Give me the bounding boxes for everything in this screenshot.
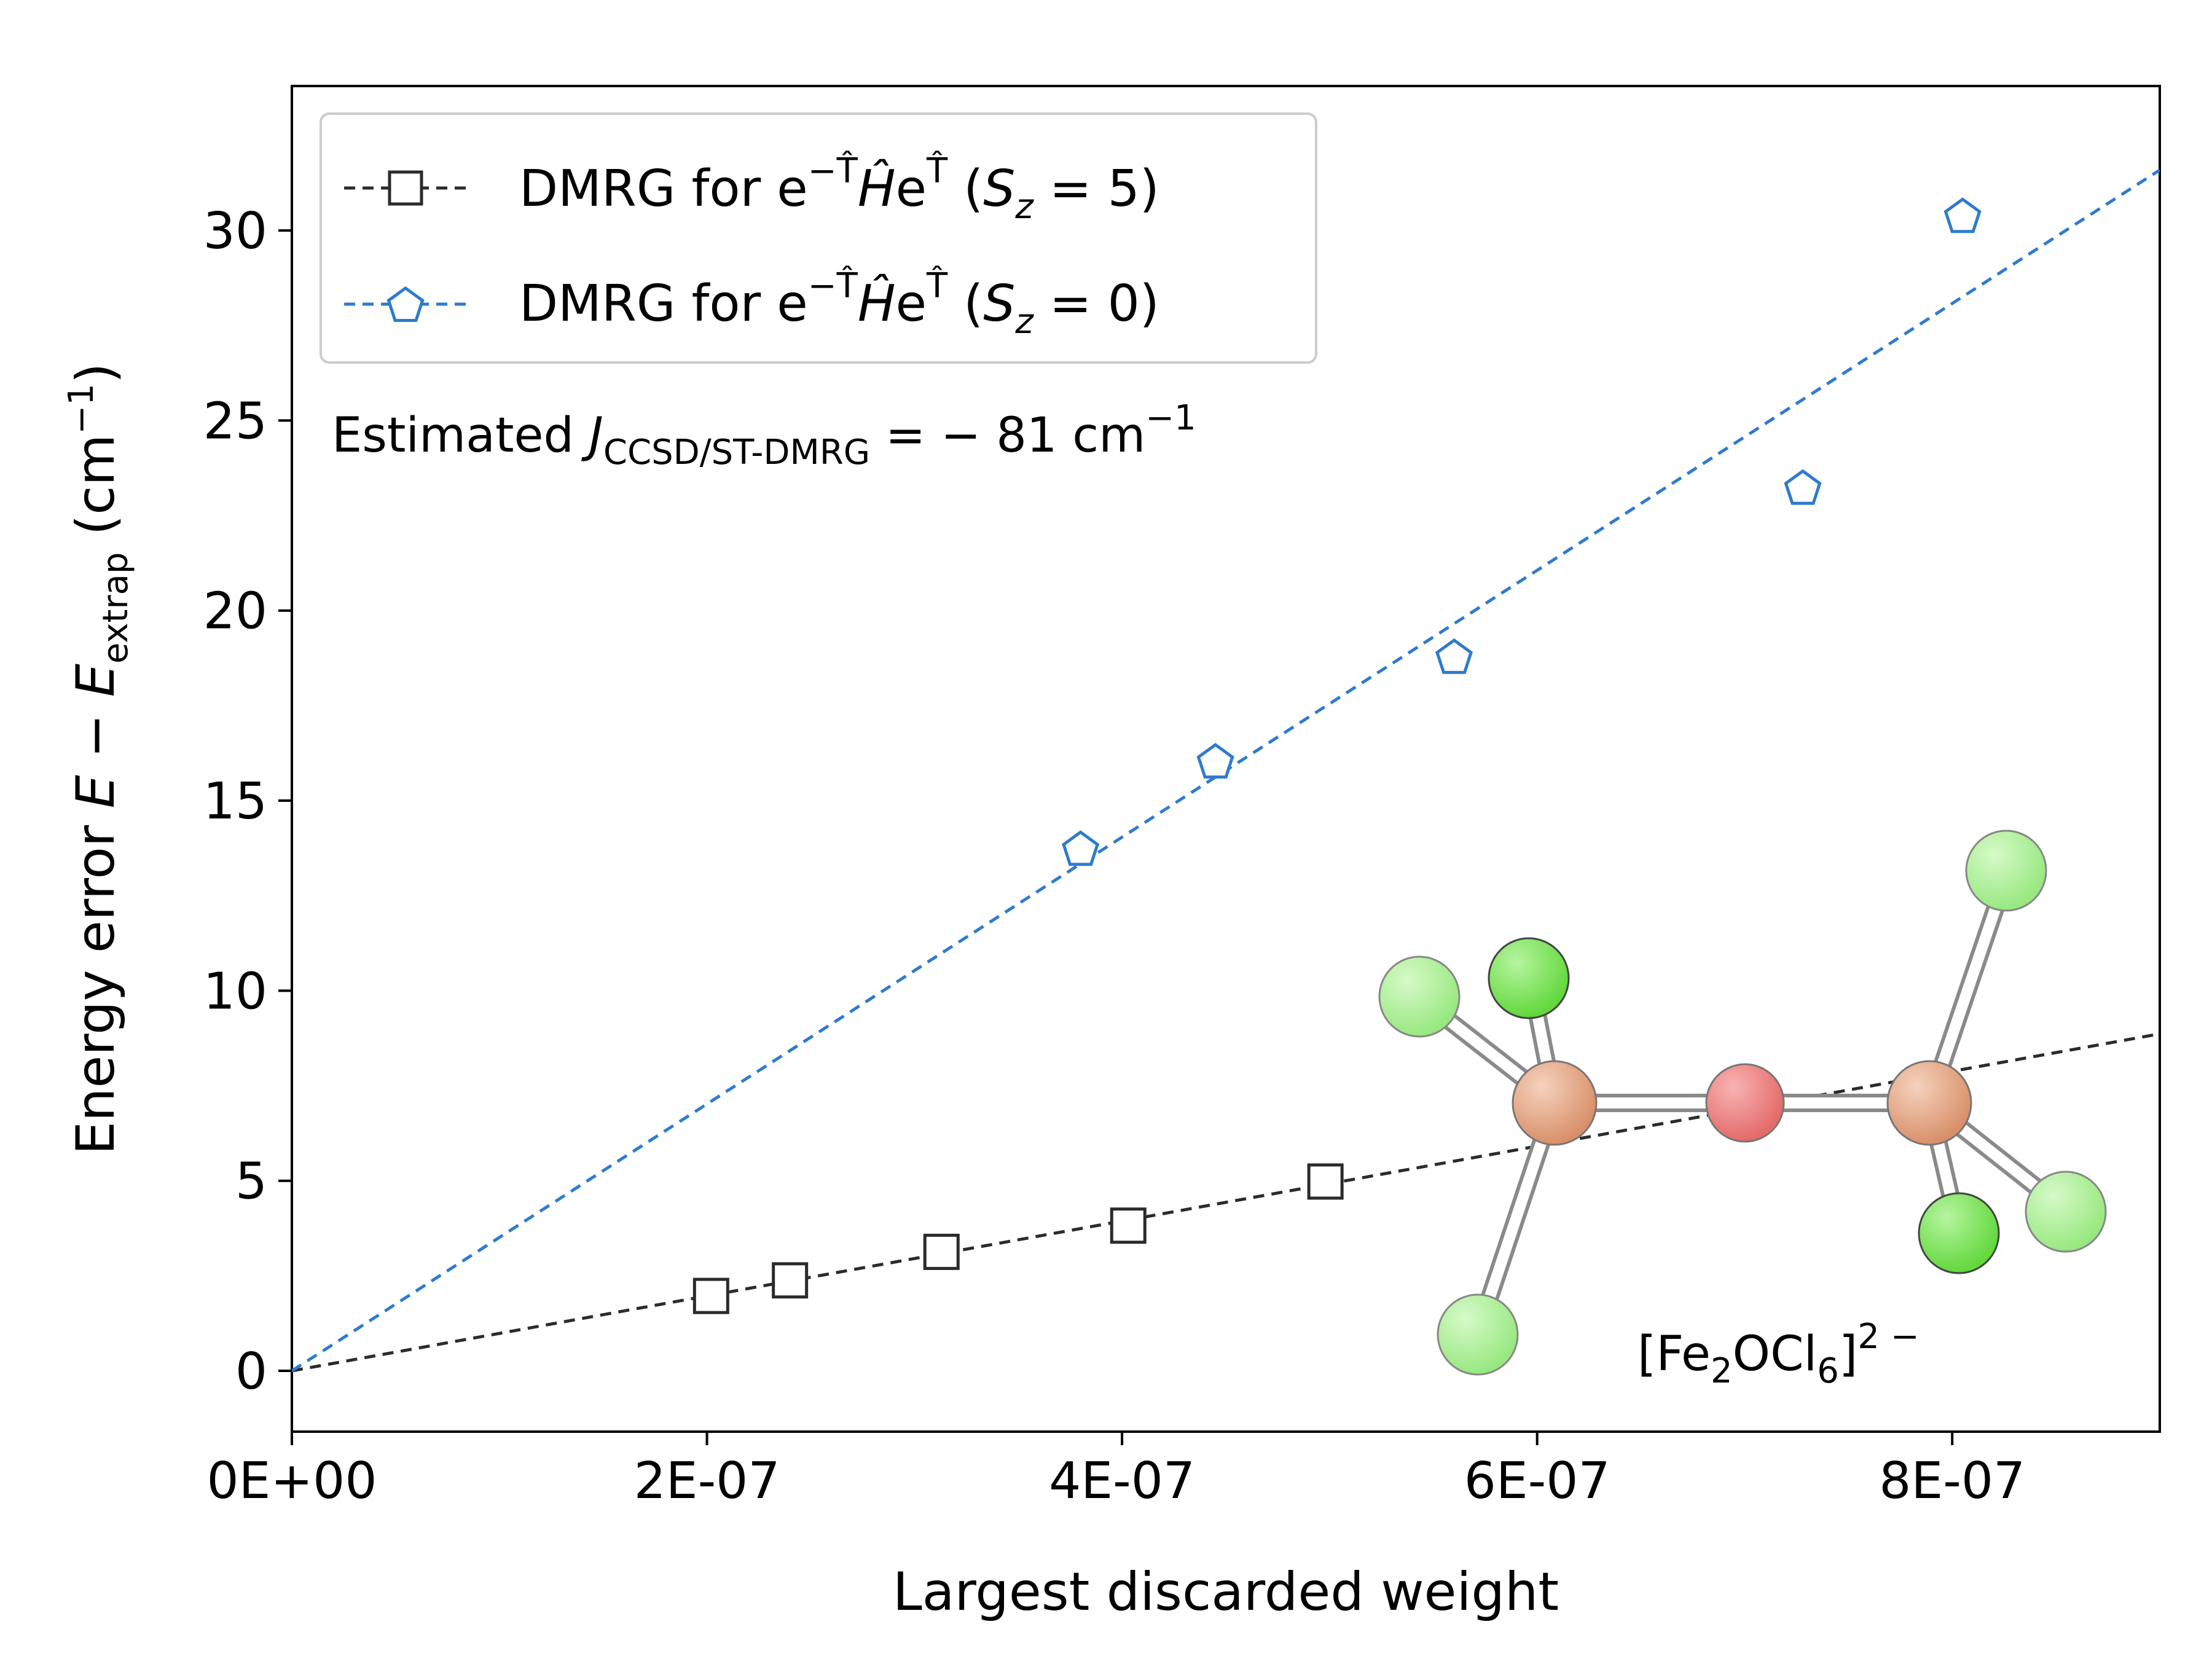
legend-marker-pentagon (386, 286, 425, 322)
data-point-pentagon (1435, 638, 1473, 674)
y-tick-label: 15 (203, 772, 267, 831)
x-tick-label: 8E-07 (1879, 1452, 2025, 1510)
x-tick-label: 2E-07 (634, 1452, 780, 1510)
x-tick-label: 4E-07 (1049, 1452, 1195, 1510)
data-point-square (1110, 1207, 1147, 1244)
y-axis-title: Energy error E − Eextrap (cm−1) (61, 363, 136, 1155)
y-tick-label: 0 (235, 1343, 267, 1401)
x-tick-label: 6E-07 (1464, 1452, 1610, 1510)
data-point-pentagon (1196, 743, 1234, 779)
x-axis-title: Largest discarded weight (893, 1561, 1559, 1623)
fe-atom (1886, 1060, 1972, 1146)
data-point-square (772, 1262, 809, 1299)
data-point-square (923, 1233, 960, 1270)
cl-atom (2025, 1171, 2107, 1253)
y-tick-label: 5 (235, 1153, 267, 1211)
molecule-inset (1378, 830, 2107, 1376)
o-atom (1705, 1063, 1785, 1143)
cl-atom (1965, 830, 2047, 912)
data-point-pentagon (1062, 830, 1100, 866)
fe-atom (1512, 1060, 1598, 1146)
cl-atom (1437, 1293, 1519, 1376)
legend-box (320, 112, 1317, 364)
y-tick-label: 30 (203, 202, 267, 261)
legend-label-sz0: DMRG for e−T̂ĤeT̂ (Sz = 0) (519, 266, 1159, 342)
fit-line-sz5 (292, 1032, 2160, 1373)
cl-atom (1918, 1192, 2000, 1274)
data-point-pentagon (1943, 197, 1982, 233)
data-point-square (1307, 1163, 1344, 1200)
molecule-formula: [Fe2OCl6]2 − (1637, 1317, 1920, 1391)
y-tick-label: 10 (203, 962, 267, 1021)
legend-label-sz5: DMRG for e−T̂ĤeT̂ (Sz = 5) (519, 151, 1159, 227)
estimate-annotation: Estimated JCCSD/ST-DMRG = − 81 cm−1 (332, 398, 1196, 473)
y-axis: 0 5 10 15 20 25 30 (203, 202, 292, 1401)
cl-atom (1378, 955, 1461, 1038)
legend: DMRG for e−T̂ĤeT̂ (Sz = 5) DMRG for e−T̂… (320, 112, 1317, 364)
y-tick-label: 25 (203, 392, 267, 450)
y-tick-label: 20 (203, 582, 267, 641)
data-point-pentagon (1784, 469, 1822, 505)
data-markers (692, 197, 1982, 1314)
x-axis: 0E+00 2E-07 4E-07 6E-07 8E-07 (206, 1432, 2025, 1510)
legend-marker-square (388, 170, 423, 206)
cl-atom (1488, 937, 1570, 1019)
x-tick-label: 0E+00 (206, 1452, 377, 1510)
data-point-square (692, 1277, 729, 1314)
